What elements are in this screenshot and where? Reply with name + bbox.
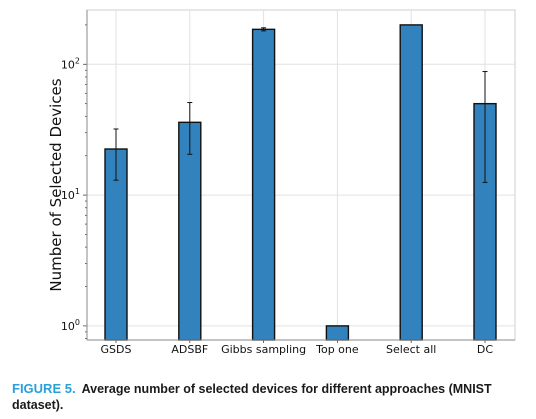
y-axis-title: Number of Selected Devices — [47, 78, 65, 291]
caption-label: FIGURE 5. — [12, 381, 76, 396]
x-tick-label: Select all — [386, 343, 436, 356]
y-axis-ticks: 100 101 102 — [61, 24, 87, 339]
y-tick-label: 102 — [61, 56, 80, 71]
x-tick-label: DC — [477, 343, 493, 356]
error-bars — [113, 27, 488, 183]
y-tick-label: 100 — [61, 318, 80, 333]
x-tick-label: ADSBF — [171, 343, 208, 356]
bar — [251, 28, 276, 341]
x-tick-label: Gibbs sampling — [221, 343, 306, 356]
figure-caption: FIGURE 5. Average number of selected devi… — [12, 381, 532, 413]
bar — [399, 24, 423, 341]
x-tick-label: GSDS — [101, 343, 132, 356]
bars — [104, 24, 497, 341]
bar-chart: 100 101 102 GSDS ADSBF Gibbs sampling Top one… — [47, 9, 516, 356]
bar — [325, 325, 350, 341]
x-tick-label: Top one — [315, 343, 359, 356]
bar — [178, 121, 202, 341]
plot-area — [86, 9, 516, 341]
x-axis-ticks: GSDS ADSBF Gibbs sampling Top one Select all… — [101, 340, 493, 356]
caption-text: Average number of selected devices for d… — [12, 382, 492, 412]
y-tick-label: 101 — [61, 187, 80, 202]
